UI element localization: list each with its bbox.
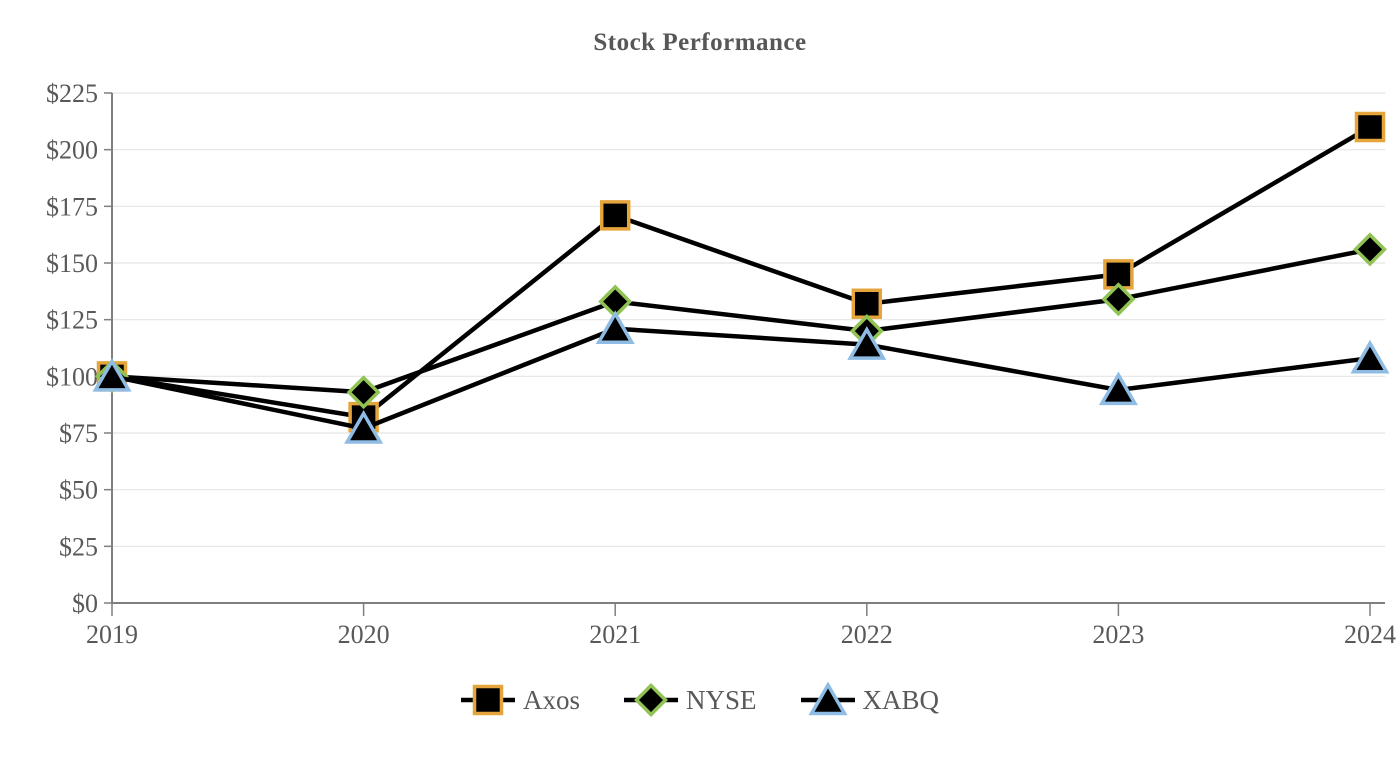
legend-diamond-icon — [623, 683, 678, 717]
triangle-marker — [1350, 339, 1390, 374]
legend-label: Axos — [522, 684, 580, 715]
legend-label: XABQ — [862, 684, 940, 715]
chart-title: Stock Performance — [593, 29, 807, 56]
legend-item-axos: Axos — [460, 682, 580, 718]
triangle-marker — [1098, 371, 1138, 406]
legend: Axos NYSE XABQ — [0, 682, 1400, 718]
legend-square-icon — [460, 684, 515, 716]
y-axis-label: $150 — [46, 249, 98, 278]
x-axis-label: 2023 — [1092, 620, 1144, 649]
square-marker — [851, 288, 883, 320]
diamond-marker — [1101, 282, 1136, 317]
series-line-nyse — [109, 247, 1373, 395]
triangle-marker — [344, 409, 384, 444]
y-axis-label: $125 — [46, 306, 98, 335]
x-axis-label: 2022 — [841, 620, 893, 649]
triangle-marker — [847, 326, 887, 360]
x-axis-label: 2019 — [86, 620, 138, 649]
diamond-marker — [346, 375, 381, 410]
triangle-marker — [595, 310, 635, 344]
square-marker — [1354, 111, 1386, 143]
square-marker — [599, 200, 631, 231]
legend-triangle-icon — [800, 682, 855, 716]
y-axis-label: $225 — [46, 79, 98, 108]
legend-label: NYSE — [685, 684, 757, 715]
triangle-marker — [92, 357, 132, 392]
y-axis-label: $75 — [59, 419, 98, 448]
y-axis-label: $25 — [59, 532, 98, 561]
x-axis-label: 2021 — [589, 620, 641, 649]
series-line-axos — [109, 124, 1373, 420]
y-axis-label: $200 — [46, 136, 98, 165]
diamond-marker — [1353, 232, 1387, 267]
triangle-marker — [807, 682, 848, 716]
diamond-marker — [634, 683, 668, 717]
y-axis-label: $175 — [46, 192, 98, 221]
legend-item-xabq: XABQ — [800, 682, 940, 718]
x-axis-label: 2020 — [338, 620, 390, 649]
square-marker — [472, 684, 504, 716]
x-axis-label: 2024 — [1344, 620, 1396, 649]
square-marker — [1103, 259, 1134, 290]
legend-item-nyse: NYSE — [623, 682, 757, 718]
series-line-xabq — [109, 326, 1373, 431]
y-axis-label: $100 — [46, 362, 98, 391]
y-axis-label: $0 — [72, 589, 98, 618]
y-axis-label: $50 — [59, 476, 98, 505]
